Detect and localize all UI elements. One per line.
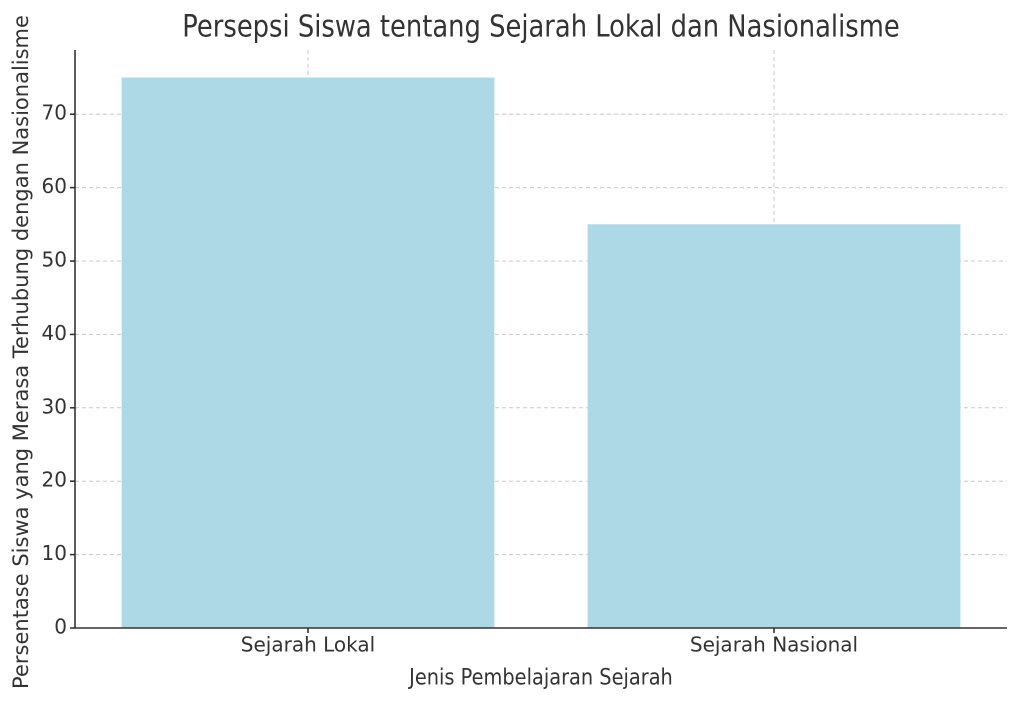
x-axis-label: Jenis Pembelajaran Sejarah bbox=[407, 664, 673, 689]
y-tick-label: 30 bbox=[42, 394, 67, 418]
y-tick-label: 10 bbox=[42, 541, 67, 565]
x-tick-label: Sejarah Nasional bbox=[690, 633, 858, 657]
y-axis-label: Persentase Siswa yang Merasa Terhubung d… bbox=[9, 15, 33, 689]
y-tick-label: 50 bbox=[42, 248, 67, 272]
chart-title: Persepsi Siswa tentang Sejarah Lokal dan… bbox=[182, 9, 899, 44]
axes-layer: 0 10 20 30 40 50 60 70 Sejarah Lokal Sejarah Nasi… bbox=[42, 50, 1007, 657]
y-tick-label: 0 bbox=[54, 615, 67, 639]
bar bbox=[587, 224, 961, 629]
x-tick-label: Sejarah Lokal bbox=[241, 633, 375, 657]
bar bbox=[121, 77, 495, 629]
bar-layer bbox=[121, 77, 961, 629]
y-tick-label: 60 bbox=[42, 174, 67, 198]
y-tick-label: 40 bbox=[42, 321, 67, 345]
y-tick-label: 70 bbox=[42, 101, 67, 125]
y-tick-label: 20 bbox=[42, 468, 67, 492]
